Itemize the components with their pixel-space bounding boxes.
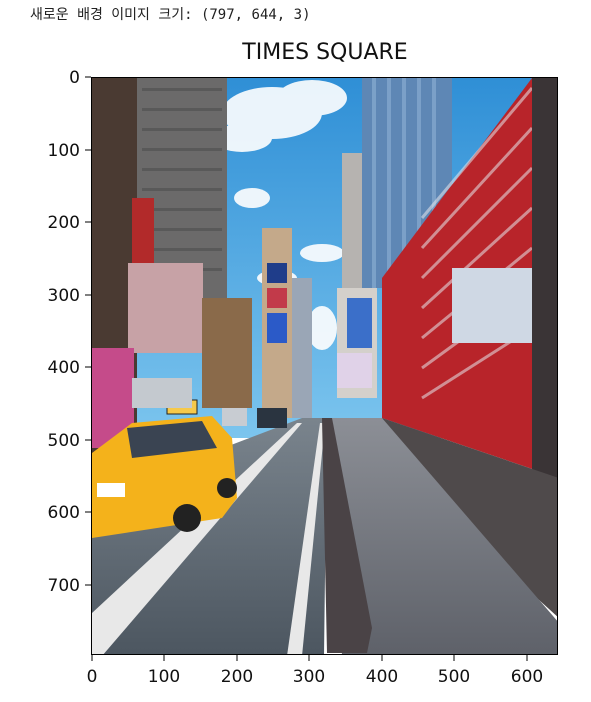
billboard-left xyxy=(128,263,203,353)
y-tick-label: 200 xyxy=(48,213,80,233)
sidewalk xyxy=(332,418,557,654)
times-square-photo xyxy=(92,78,557,654)
x-tick-label: 100 xyxy=(148,667,180,687)
y-tick-label: 500 xyxy=(48,431,80,451)
curb xyxy=(322,418,372,653)
y-tick-label: 100 xyxy=(48,141,80,161)
red-sign xyxy=(132,198,154,268)
y-tick-label: 700 xyxy=(48,576,80,596)
y-tick-label: 600 xyxy=(48,503,80,523)
lane-line-left xyxy=(92,423,302,654)
x-tick-label: 500 xyxy=(438,667,470,687)
image-plot xyxy=(91,77,558,655)
x-tick-label: 400 xyxy=(366,667,398,687)
x-tick-label: 600 xyxy=(511,667,543,687)
taxi xyxy=(92,399,237,538)
x-tick-label: 300 xyxy=(293,667,325,687)
x-tick-label: 0 xyxy=(87,667,98,687)
y-tick-label: 300 xyxy=(48,286,80,306)
wall-base xyxy=(382,418,557,617)
plot-title: TIMES SQUARE xyxy=(242,40,408,65)
y-tick-label: 400 xyxy=(48,358,80,378)
output-text: 새로운 배경 이미지 크기: (797, 644, 3) xyxy=(30,7,311,23)
y-tick-label: 0 xyxy=(69,68,80,88)
mid-building xyxy=(202,298,252,408)
lane-line-right xyxy=(287,423,325,654)
x-tick-label: 200 xyxy=(221,667,253,687)
billboard-right xyxy=(452,268,532,343)
